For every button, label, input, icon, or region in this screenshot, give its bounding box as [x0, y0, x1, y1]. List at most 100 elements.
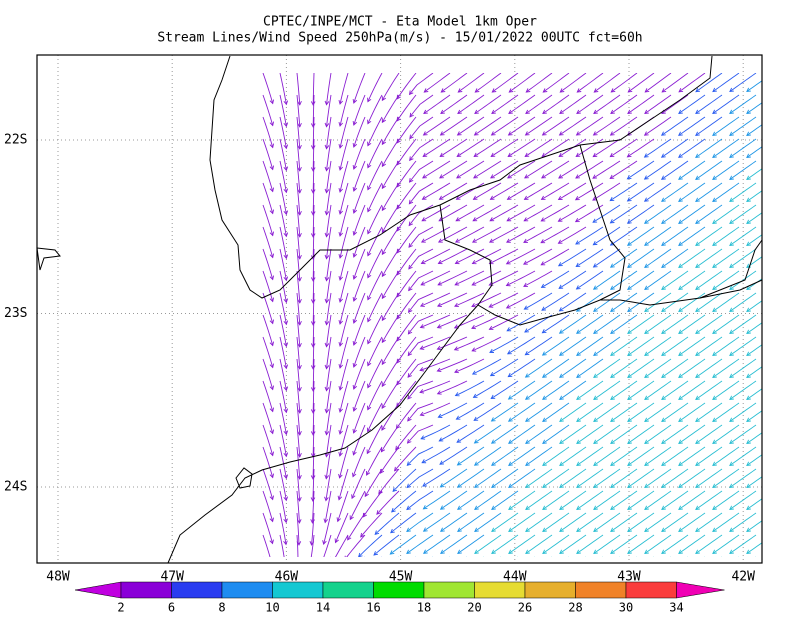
- streamline: [296, 204, 301, 237]
- streamline: [644, 336, 672, 356]
- arrowhead: [695, 373, 700, 378]
- streamline: [279, 116, 287, 149]
- streamline: [279, 204, 287, 237]
- streamline: [338, 468, 349, 500]
- arrowhead: [661, 439, 666, 444]
- streamline: [339, 160, 349, 193]
- streamline: [592, 182, 621, 201]
- arrowhead: [269, 187, 275, 193]
- arrowhead: [396, 380, 401, 386]
- arrowhead: [764, 352, 768, 356]
- streamline: [456, 182, 485, 200]
- streamline: [610, 446, 638, 466]
- streamline: [661, 512, 689, 532]
- arrowhead: [437, 259, 443, 265]
- streamline: [312, 204, 315, 237]
- arrowhead: [678, 549, 683, 554]
- streamline: [296, 490, 300, 523]
- streamline: [421, 226, 451, 243]
- arrowhead: [490, 439, 496, 444]
- streamline: [610, 468, 638, 488]
- arrowhead: [746, 87, 751, 93]
- streamline: [422, 160, 451, 179]
- arrowhead: [297, 365, 302, 370]
- arrowhead: [324, 122, 330, 128]
- streamline: [678, 424, 706, 444]
- arrowhead: [396, 314, 401, 320]
- arrowhead: [746, 439, 751, 444]
- streamline: [781, 205, 800, 223]
- streamline: [575, 138, 604, 157]
- arrowhead: [338, 100, 344, 105]
- arrowhead: [695, 549, 700, 554]
- streamline: [339, 204, 349, 237]
- streamline: [440, 468, 468, 488]
- streamline: [610, 380, 638, 400]
- arrowhead: [297, 277, 302, 282]
- arrowhead: [352, 274, 358, 280]
- arrowhead: [729, 439, 734, 444]
- arrowhead: [523, 217, 529, 222]
- arrowhead: [660, 175, 666, 180]
- colorbar-box: [120, 581, 172, 599]
- streamline: [279, 358, 287, 391]
- arrowhead: [269, 363, 275, 369]
- streamline: [661, 292, 689, 312]
- streamline: [396, 358, 417, 385]
- streamline: [312, 292, 315, 325]
- streamline: [406, 512, 434, 532]
- streamline: [353, 138, 366, 170]
- arrowhead: [324, 232, 330, 238]
- arrowhead: [781, 462, 785, 466]
- streamline: [471, 336, 502, 352]
- streamline: [678, 116, 706, 136]
- streamline: [437, 270, 468, 286]
- latitude-label: 24S: [4, 480, 27, 495]
- streamline: [408, 182, 434, 205]
- arrowhead: [367, 273, 372, 279]
- streamline: [396, 380, 417, 407]
- arrowhead: [644, 263, 649, 268]
- streamline: [472, 204, 502, 222]
- streamline: [491, 402, 519, 422]
- streamline: [541, 204, 570, 222]
- streamline: [409, 94, 434, 118]
- streamline: [551, 556, 552, 557]
- streamline: [457, 94, 485, 114]
- streamline: [575, 182, 604, 201]
- streamline: [746, 476, 762, 488]
- arrowhead: [559, 417, 564, 422]
- arrowhead: [524, 350, 530, 356]
- arrowhead: [269, 319, 275, 325]
- streamline: [678, 358, 706, 378]
- streamline: [312, 424, 315, 457]
- streamline: [326, 182, 332, 215]
- arrowhead: [593, 439, 598, 444]
- arrowhead: [712, 461, 717, 466]
- arrowhead: [644, 395, 649, 400]
- arrowhead: [661, 395, 666, 400]
- arrowhead: [473, 461, 479, 466]
- streamline: [455, 226, 485, 243]
- streamline: [437, 314, 468, 328]
- arrowhead: [396, 336, 401, 342]
- streamline: [508, 424, 536, 444]
- streamline: [670, 556, 671, 557]
- streamline: [542, 380, 570, 400]
- streamline: [661, 270, 689, 290]
- streamline: [508, 512, 536, 532]
- streamline: [712, 402, 740, 422]
- arrowhead: [407, 373, 412, 378]
- arrowhead: [781, 176, 785, 180]
- arrowhead: [366, 427, 372, 433]
- streamline: [472, 270, 502, 286]
- streamline: [593, 380, 621, 400]
- arrowhead: [558, 152, 564, 157]
- streamline: [367, 73, 383, 102]
- streamline: [593, 424, 621, 444]
- streamline: [439, 138, 468, 157]
- arrowhead: [381, 426, 386, 431]
- arrowhead: [627, 285, 632, 290]
- streamline: [542, 534, 570, 554]
- arrowhead: [379, 469, 385, 474]
